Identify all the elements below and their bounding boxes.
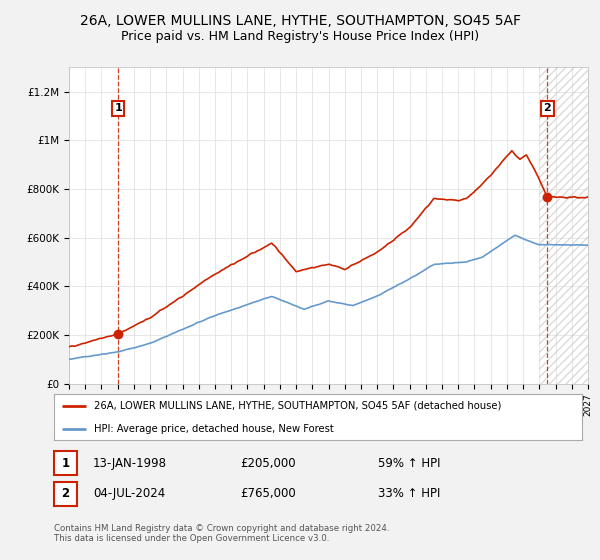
Text: 26A, LOWER MULLINS LANE, HYTHE, SOUTHAMPTON, SO45 5AF (detached house): 26A, LOWER MULLINS LANE, HYTHE, SOUTHAMP…: [94, 400, 501, 410]
Text: 1: 1: [61, 456, 70, 470]
Bar: [539, 67, 588, 384]
Text: 1: 1: [115, 104, 122, 113]
Text: Price paid vs. HM Land Registry's House Price Index (HPI): Price paid vs. HM Land Registry's House …: [121, 30, 479, 43]
Text: 2: 2: [544, 104, 551, 113]
Text: 2: 2: [61, 487, 70, 501]
Text: £765,000: £765,000: [240, 487, 296, 501]
Text: £205,000: £205,000: [240, 456, 296, 470]
Text: 33% ↑ HPI: 33% ↑ HPI: [378, 487, 440, 501]
Text: 13-JAN-1998: 13-JAN-1998: [93, 456, 167, 470]
Text: 04-JUL-2024: 04-JUL-2024: [93, 487, 165, 501]
Text: HPI: Average price, detached house, New Forest: HPI: Average price, detached house, New …: [94, 424, 334, 435]
Text: 59% ↑ HPI: 59% ↑ HPI: [378, 456, 440, 470]
Point: [113, 329, 123, 338]
Text: 26A, LOWER MULLINS LANE, HYTHE, SOUTHAMPTON, SO45 5AF: 26A, LOWER MULLINS LANE, HYTHE, SOUTHAMP…: [79, 14, 521, 28]
Text: Contains HM Land Registry data © Crown copyright and database right 2024.
This d: Contains HM Land Registry data © Crown c…: [54, 524, 389, 543]
Point: [542, 193, 552, 202]
